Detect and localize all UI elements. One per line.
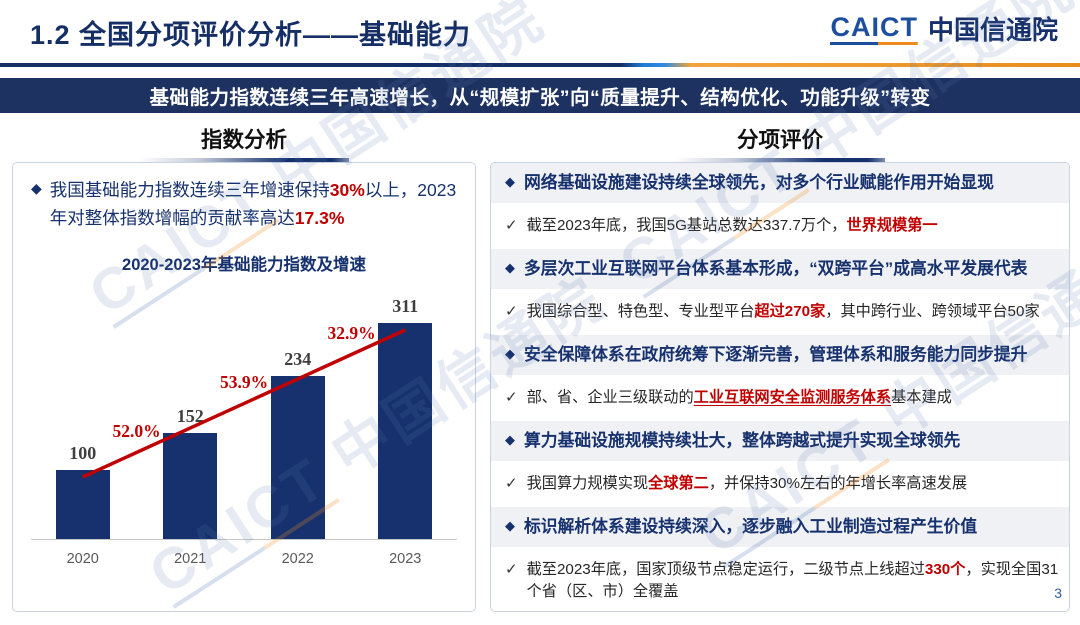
- slide-header: 1.2 全国分项评价分析——基础能力 CAICT 中国信通院: [0, 0, 1080, 62]
- evaluation-text: 安全保障体系在政府统筹下逐渐完善，管理体系和服务能力同步提升: [524, 343, 1027, 367]
- growth-rate-label: 52.0%: [112, 421, 161, 442]
- bar-2021: [163, 432, 218, 539]
- evaluation-detail-row: ✓ 部、省、企业三级联动的工业互联网安全监测服务体系基本建成: [491, 378, 1069, 417]
- bar-value-label: 100: [69, 442, 97, 463]
- x-axis-label: 2021: [174, 550, 207, 567]
- text-segment: 超过270家: [754, 302, 826, 320]
- index-analysis-bullet: ◆ 我国基础能力指数连续三年增速保持30%以上，2023年对整体指数增幅的贡献率…: [29, 176, 459, 233]
- bar-value-label: 234: [284, 348, 312, 369]
- text-segment: 多层次工业互联网平台体系基本形成，“双跨平台”成高水平发展代表: [524, 259, 1028, 279]
- check-icon: ✓: [505, 216, 518, 234]
- key-message-banner: 基础能力指数连续三年高速增长，从“规模扩张”向“质量提升、结构优化、功能升级”转…: [0, 78, 1080, 113]
- index-analysis-text: 我国基础能力指数连续三年增速保持30%以上，2023年对整体指数增幅的贡献率高达…: [50, 176, 459, 233]
- text-segment: 30%: [329, 180, 365, 200]
- text-segment: 我国综合型、特色型、专业型平台: [526, 302, 755, 320]
- growth-rate-label: 53.9%: [219, 372, 269, 393]
- text-segment: 全球第二: [648, 474, 709, 492]
- evaluation-heading-row: ◆ 网络基础设施建设持续全球领先，对多个行业赋能作用开始显现: [491, 163, 1069, 203]
- bar-chart: 100 2020 152 2021 234 2022 311 2023 52.0% 53.9% 32…: [29, 281, 459, 583]
- evaluation-text: 截至2023年底，国家顶级节点稳定运行，二级节点上线超过330个，实现全国31个…: [527, 559, 1059, 603]
- caict-logo-name: 中国信通院: [927, 14, 1058, 45]
- left-heading-text: 指数分析: [200, 128, 287, 152]
- evaluation-text: 我国算力规模实现全球第二，并保持30%左右的年增长率高速发展: [527, 473, 967, 495]
- evaluation-detail-row: ✓ 截至2023年底，我国5G基站总数达337.7万个，世界规模第一: [491, 206, 1069, 245]
- right-heading-rule: [675, 158, 885, 162]
- evaluation-text: 我国综合型、特色型、专业型平台超过270家，其中跨行业、跨领域平台50家: [527, 301, 1040, 323]
- diamond-bullet-icon: ◆: [505, 174, 515, 189]
- evaluation-heading-row: ◆ 安全保障体系在政府统筹下逐渐完善，管理体系和服务能力同步提升: [491, 335, 1069, 375]
- left-column-heading: 指数分析: [12, 123, 476, 162]
- check-icon: ✓: [505, 560, 518, 578]
- bar-2020: [55, 469, 110, 539]
- evaluation-text: 网络基础设施建设持续全球领先，对多个行业赋能作用开始显现: [524, 171, 994, 195]
- evaluation-detail-row: ✓ 我国综合型、特色型、专业型平台超过270家，其中跨行业、跨领域平台50家: [491, 292, 1069, 331]
- left-heading-rule: [139, 158, 349, 162]
- evaluation-detail-row: ✓ 截至2023年底，国家顶级节点稳定运行，二级节点上线超过330个，实现全国31…: [491, 550, 1069, 611]
- text-segment: ，其中跨行业、跨领域平台50家: [825, 302, 1040, 320]
- caict-logo: CAICT 中国信通院: [830, 14, 1058, 45]
- text-segment: 世界规模第一: [846, 216, 938, 234]
- check-icon: ✓: [505, 474, 518, 492]
- text-segment: 我国基础能力指数连续三年增速保持: [49, 180, 330, 200]
- text-segment: 工业互联网安全监测服务体系: [693, 388, 892, 406]
- diamond-bullet-icon: ◆: [505, 260, 515, 276]
- text-segment: ，并保持30%左右的年增长率高速发展: [708, 474, 968, 492]
- diamond-bullet-icon: ◆: [31, 180, 42, 196]
- banner-text: 基础能力指数连续三年高速增长，从“规模扩张”向“质量提升、结构优化、功能升级”转…: [149, 87, 931, 109]
- index-analysis-panel: ◆ 我国基础能力指数连续三年增速保持30%以上，2023年对整体指数增幅的贡献率…: [12, 162, 476, 612]
- text-segment: 网络基础设施建设持续全球领先，对多个行业赋能作用开始显现: [524, 173, 994, 192]
- text-segment: 330个: [924, 560, 966, 578]
- text-segment: 标识解析体系建设持续深入，逐步融入工业制造过程产生价值: [524, 517, 978, 537]
- evaluation-heading-row: ◆ 算力基础设施规模持续壮大，整体跨越式提升实现全球领先: [491, 421, 1069, 461]
- text-segment: ，实现全国31个省（区、市）全覆盖: [526, 560, 1059, 600]
- text-segment: 算力基础设施规模持续壮大，整体跨越式提升实现全球领先: [524, 431, 961, 451]
- text-segment: 以上，2023年对整体指数增幅的贡献率高达: [49, 180, 457, 229]
- evaluation-text: 标识解析体系建设持续深入，逐步融入工业制造过程产生价值: [524, 515, 977, 539]
- diamond-bullet-icon: ◆: [505, 518, 515, 534]
- evaluation-text: 多层次工业互联网平台体系基本形成，“双跨平台”成高水平发展代表: [524, 257, 1027, 281]
- bar-value-label: 311: [392, 295, 419, 316]
- text-segment: 17.3%: [294, 208, 345, 229]
- evaluation-text: 算力基础设施规模持续壮大，整体跨越式提升实现全球领先: [524, 429, 960, 453]
- right-heading-text: 分项评价: [736, 128, 823, 152]
- x-axis-line: [31, 538, 457, 540]
- header-divider: [0, 63, 1080, 67]
- evaluation-text: 部、省、企业三级联动的工业互联网安全监测服务体系基本建成: [527, 387, 952, 409]
- text-segment: 基本建成: [891, 388, 952, 406]
- check-icon: ✓: [505, 388, 518, 406]
- text-segment: 我国算力规模实现: [526, 474, 649, 492]
- evaluation-heading-row: ◆ 标识解析体系建设持续深入，逐步融入工业制造过程产生价值: [491, 507, 1069, 547]
- text-segment: 安全保障体系在政府统筹下逐渐完善，管理体系和服务能力同步提升: [524, 345, 1028, 365]
- evaluation-panel: ◆ 网络基础设施建设持续全球领先，对多个行业赋能作用开始显现 ✓ 截至2023年底，我…: [490, 162, 1070, 612]
- chart-title: 2020-2023年基础能力指数及增速: [122, 255, 366, 274]
- growth-rate-label: 32.9%: [327, 323, 376, 344]
- diamond-bullet-icon: ◆: [505, 346, 515, 362]
- text-segment: 截至2023年底，国家顶级节点稳定运行，二级节点上线超过: [526, 560, 925, 578]
- text-segment: 截至2023年底，我国5G基站总数达337.7万个，: [526, 216, 847, 234]
- diamond-bullet-icon: ◆: [505, 432, 515, 448]
- text-segment: 部、省、企业三级联动的: [526, 388, 694, 406]
- x-axis-label: 2023: [389, 550, 422, 567]
- right-column-heading: 分项评价: [490, 123, 1070, 162]
- evaluation-text: 截至2023年底，我国5G基站总数达337.7万个，世界规模第一: [527, 215, 938, 237]
- caict-logo-brand: CAICT: [830, 14, 918, 45]
- evaluation-heading-row: ◆ 多层次工业互联网平台体系基本形成，“双跨平台”成高水平发展代表: [491, 249, 1069, 289]
- check-icon: ✓: [505, 302, 518, 320]
- x-axis-label: 2020: [66, 550, 99, 567]
- bar-2022: [270, 375, 325, 539]
- page-number: 3: [1054, 585, 1062, 601]
- page-title: 1.2 全国分项评价分析——基础能力: [30, 20, 472, 50]
- bar-2023: [378, 322, 433, 539]
- x-axis-label: 2022: [281, 550, 314, 567]
- evaluation-detail-row: ✓ 我国算力规模实现全球第二，并保持30%左右的年增长率高速发展: [491, 464, 1069, 503]
